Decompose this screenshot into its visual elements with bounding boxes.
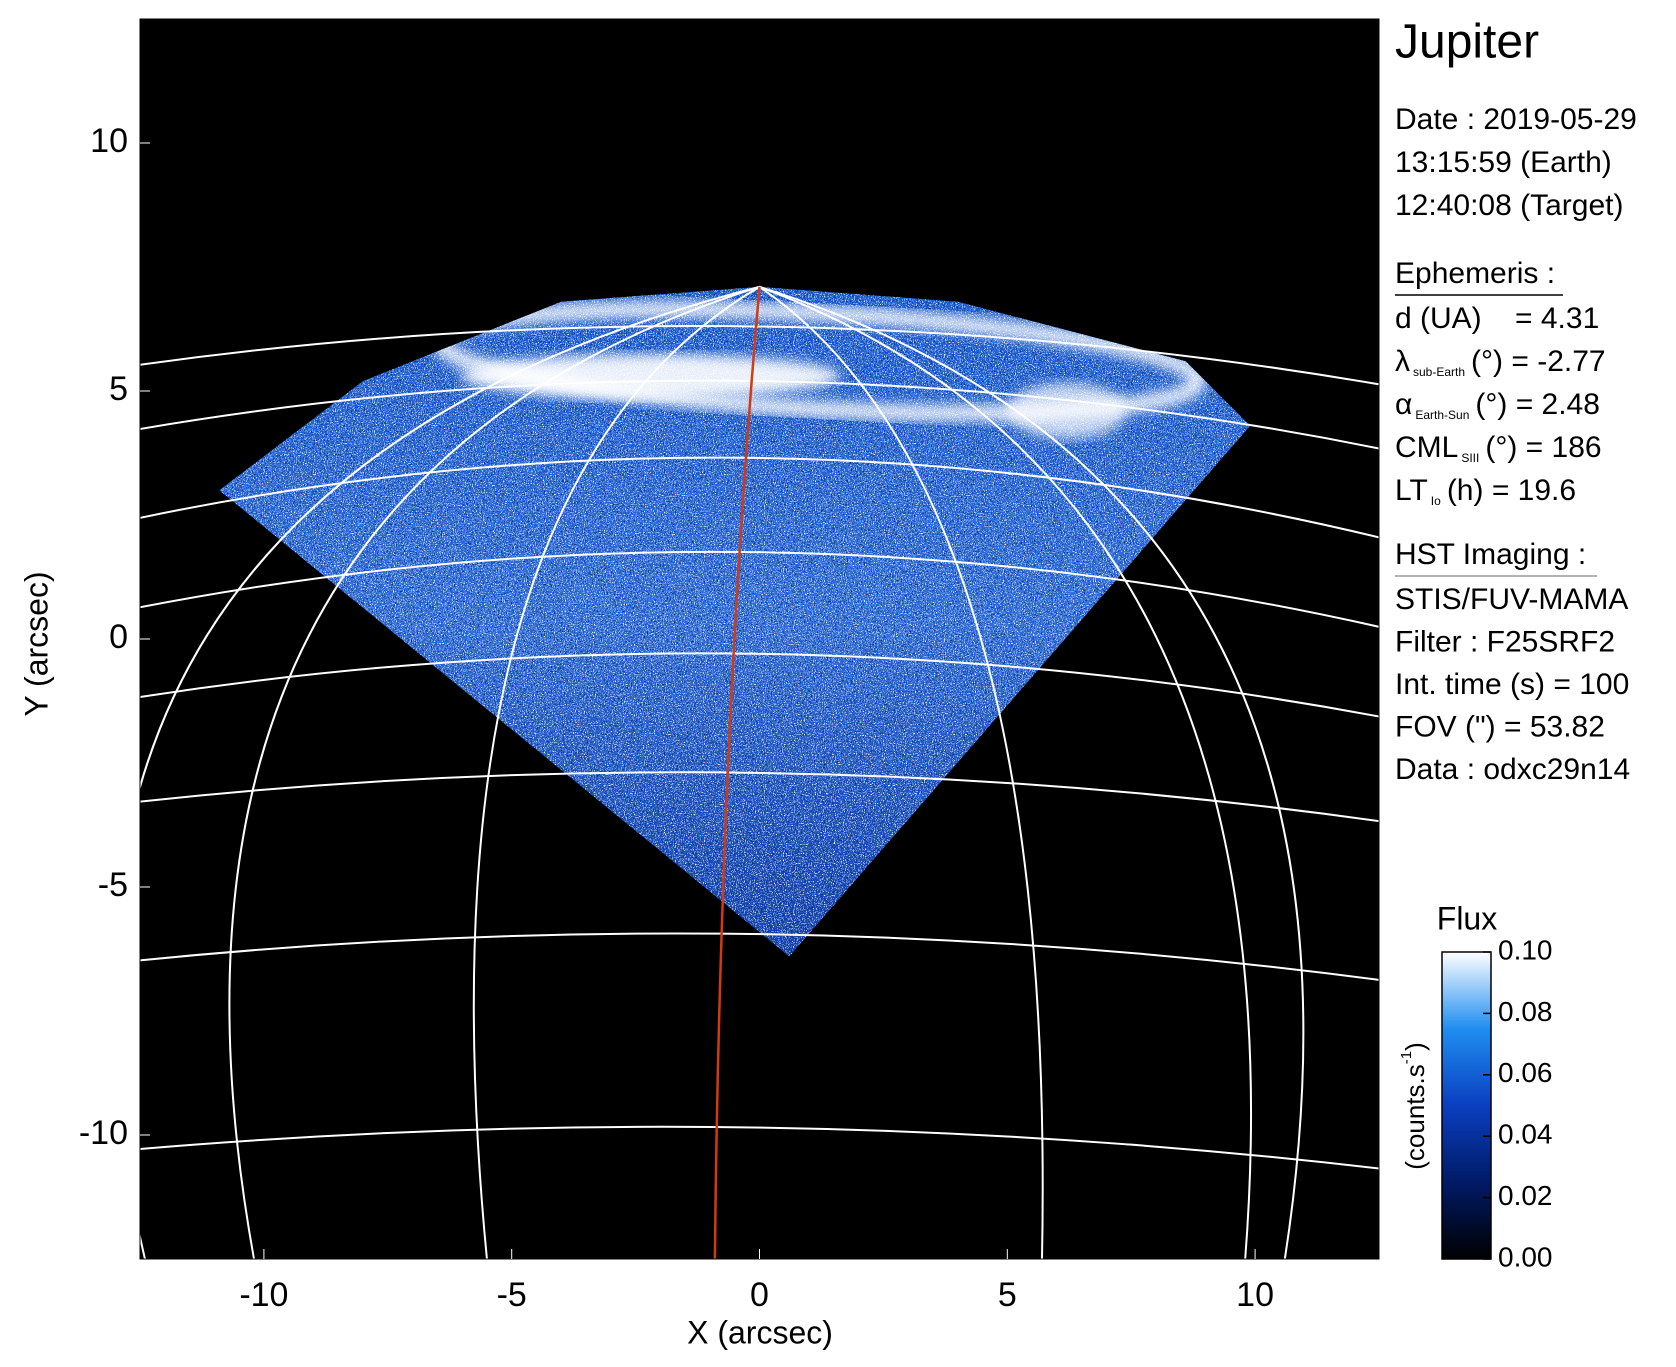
y-tick-label: -5	[98, 866, 128, 904]
y-tick-label: 5	[109, 370, 128, 408]
meridian-line	[228, 285, 760, 1259]
latitude-line	[140, 1125, 1379, 1170]
unit-text: (counts.s	[1400, 1064, 1430, 1170]
unit-exponent: -1	[1398, 1051, 1415, 1064]
symbol: α	[1395, 388, 1412, 421]
aurora-spot	[1006, 382, 1127, 439]
date-line: 13:15:59 (Earth)	[1395, 146, 1612, 179]
ephemeris-line: LT Io (h) = 19.6	[1395, 474, 1576, 508]
imaging-line: FOV (") = 53.82	[1395, 710, 1605, 743]
imaging-line: Int. time (s) = 100	[1395, 668, 1629, 701]
ephemeris-line: α Earth-Sun (°) = 2.48	[1395, 388, 1600, 422]
latitude-line	[140, 652, 1379, 718]
imaging-line: Data : odxc29n14	[1395, 753, 1630, 786]
x-axis-label: X (arcsec)	[687, 1314, 833, 1350]
x-tick-label: 5	[998, 1276, 1017, 1314]
y-tick-label: -10	[79, 1114, 128, 1152]
imaging-title: HST Imaging :	[1395, 538, 1586, 571]
subscript: sub-Earth	[1413, 365, 1465, 379]
unit-close: )	[1400, 1042, 1430, 1051]
subscript: Earth-Sun	[1415, 408, 1469, 422]
value-text: (h) = 19.6	[1447, 474, 1576, 507]
ephemeris-line: d (UA) = 4.31	[1395, 302, 1599, 335]
y-tick-label: 0	[109, 618, 128, 656]
colorbar-tick-label: 0.06	[1498, 1057, 1553, 1088]
latitude-line	[140, 550, 1379, 628]
latitude-line	[140, 379, 1379, 450]
subscript: Io	[1431, 494, 1441, 508]
ephemeris-line: λ sub-Earth (°) = -2.77	[1395, 345, 1606, 379]
latitude-line	[140, 771, 1379, 823]
value-text: (°) = -2.77	[1471, 345, 1606, 378]
title: Jupiter	[1395, 16, 1539, 69]
x-tick-label: -10	[239, 1276, 288, 1314]
symbol: d (UA) = 4.31	[1395, 302, 1599, 335]
value-text: (°) = 2.48	[1475, 388, 1600, 421]
x-tick-label: 10	[1236, 1276, 1274, 1314]
value-text: (°) = 186	[1485, 431, 1601, 464]
y-tick-label: 10	[90, 122, 128, 160]
meridian-line	[472, 285, 761, 1259]
colorbar-title: Flux	[1437, 900, 1497, 936]
latitude-line	[140, 456, 1379, 539]
subscript: SIII	[1461, 451, 1479, 465]
symbol: λ	[1395, 345, 1410, 378]
x-tick-label: -5	[497, 1276, 527, 1314]
meridian-line	[759, 285, 1305, 1259]
date-line: Date : 2019-05-29	[1395, 103, 1637, 136]
latitude-line	[140, 325, 1379, 386]
ephemeris-line: CML SIII (°) = 186	[1395, 431, 1602, 465]
colorbar	[1441, 951, 1492, 1260]
latitude-line	[140, 932, 1379, 981]
meridian-line	[759, 285, 1252, 1259]
y-axis-label: Y (arcsec)	[18, 571, 54, 716]
colorbar-tick-label: 0.02	[1498, 1180, 1553, 1211]
meridian-line	[140, 285, 760, 1259]
colorbar-tick-label: 0.04	[1498, 1119, 1553, 1150]
symbol: LT	[1395, 474, 1428, 507]
colorbar-tick-label: 0.00	[1498, 1241, 1553, 1272]
x-tick-label: 0	[750, 1276, 769, 1314]
colorbar-tick-label: 0.10	[1498, 934, 1553, 965]
colorbar-unit: (counts.s-1)	[1398, 1042, 1430, 1170]
symbol: CML	[1395, 431, 1458, 464]
date-line: 12:40:08 (Target)	[1395, 189, 1623, 222]
image	[140, 19, 1379, 1259]
ephemeris-title: Ephemeris :	[1395, 257, 1555, 290]
imaging-line: STIS/FUV-MAMA	[1395, 583, 1628, 616]
imaging-line: Filter : F25SRF2	[1395, 625, 1615, 658]
meridian-line	[758, 286, 1044, 1259]
central-meridian	[713, 286, 761, 1259]
colorbar-tick-label: 0.08	[1498, 996, 1553, 1027]
